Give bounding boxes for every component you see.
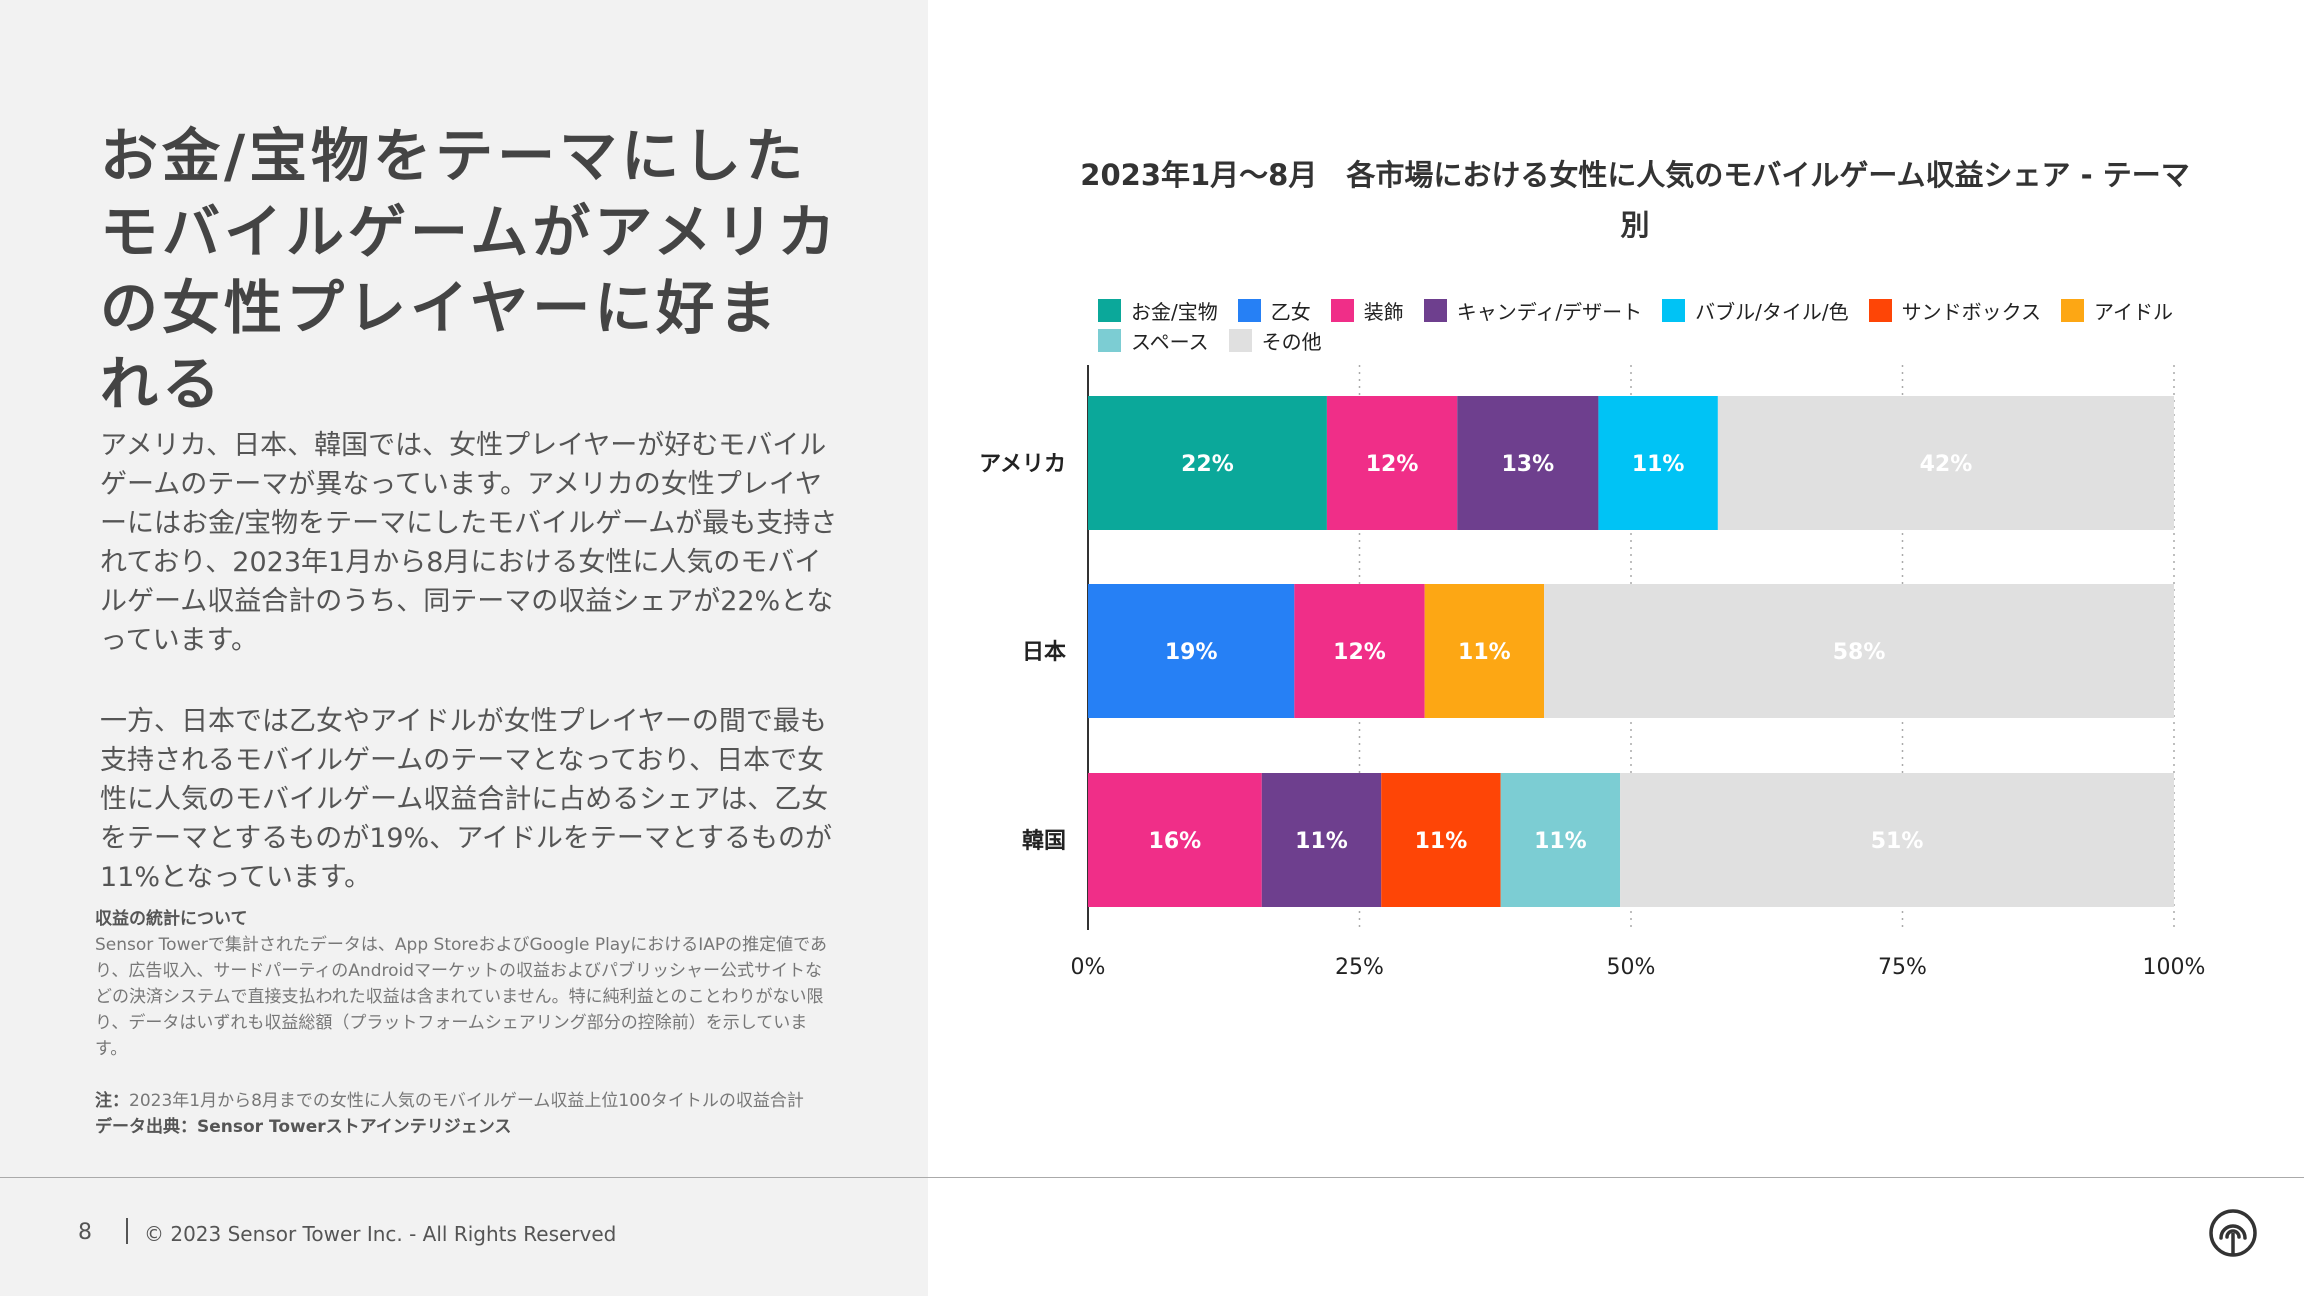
legend-swatch bbox=[1237, 298, 1261, 322]
x-tick-label: 50% bbox=[1607, 955, 1656, 980]
data-label: 58% bbox=[1833, 640, 1886, 665]
data-label: 12% bbox=[1333, 640, 1386, 665]
legend-label: その他 bbox=[1261, 329, 1322, 354]
legend-label: サンドボックス bbox=[1901, 299, 2041, 324]
note-text: 2023年1月から8月までの女性に人気のモバイルゲーム収益上位100タイトルの収… bbox=[129, 1091, 804, 1111]
bar-segment bbox=[1381, 773, 1501, 907]
notes-text: Sensor Towerで集計されたデータは、App StoreおよびGoogl… bbox=[95, 935, 827, 1059]
bar-segment bbox=[1500, 773, 1621, 907]
data-label: 13% bbox=[1501, 452, 1554, 477]
legend-label: 乙女 bbox=[1270, 299, 1311, 324]
data-label: 11% bbox=[1534, 829, 1587, 854]
page-headline: お金/宝物をテーマにしたモバイルゲームがアメリカの女性プレイヤーに好まれる bbox=[100, 122, 840, 418]
body-paragraph-2: 一方、日本では乙女やアイドルが女性プレイヤーの間で最も支持されるモバイルゲームの… bbox=[100, 706, 833, 893]
data-label: 11% bbox=[1415, 829, 1468, 854]
legend-item: スペース bbox=[1098, 328, 1209, 354]
legend-label: キャンディ/デザート bbox=[1456, 299, 1643, 324]
legend-item: アイドル bbox=[2060, 298, 2173, 324]
chart-title: 2023年1月〜8月 各市場における女性に人気のモバイルゲーム収益シェア - テ… bbox=[1080, 158, 2190, 242]
x-tick-label: 0% bbox=[1071, 955, 1106, 980]
data-label: 11% bbox=[1295, 829, 1348, 854]
data-label: 22% bbox=[1181, 452, 1234, 477]
bar-segment bbox=[1717, 396, 2174, 530]
notes-heading: 収益の統計について bbox=[95, 909, 248, 929]
legend-swatch bbox=[1228, 328, 1252, 352]
bar-segment bbox=[1598, 396, 1718, 530]
legend-swatch bbox=[1662, 298, 1686, 322]
legend-item: サンドボックス bbox=[1868, 298, 2041, 324]
bar-segment bbox=[1424, 584, 1545, 718]
bar-segment bbox=[1620, 773, 2174, 907]
legend-item: 乙女 bbox=[1237, 298, 1311, 324]
bar-segment bbox=[1294, 584, 1425, 718]
data-source: データ出典：Sensor Towerストアインテリジェンス bbox=[95, 1117, 512, 1137]
legend-item: バブル/タイル/色 bbox=[1662, 298, 1849, 324]
legend-swatch bbox=[1098, 298, 1121, 322]
left-panel bbox=[0, 0, 928, 1296]
bar-segment bbox=[1326, 396, 1458, 530]
legend-label: アイドル bbox=[2093, 299, 2173, 324]
notes-section: 収益の統計について Sensor Towerで集計されたデータは、App Sto… bbox=[95, 906, 835, 1140]
legend-label: スペース bbox=[1131, 329, 1209, 354]
data-label: 11% bbox=[1632, 452, 1685, 477]
legend-item: お金/宝物 bbox=[1098, 298, 1218, 324]
data-label: 51% bbox=[1871, 829, 1924, 854]
data-label: 42% bbox=[1920, 452, 1973, 477]
legend-item: キャンディ/デザート bbox=[1423, 298, 1643, 324]
category-label: 韓国 bbox=[1022, 828, 1066, 854]
category-label: 日本 bbox=[1022, 640, 1066, 665]
sensor-tower-logo-icon bbox=[2209, 1209, 2257, 1257]
bar-segment bbox=[1088, 396, 1327, 530]
x-tick-label: 75% bbox=[1878, 955, 1927, 980]
legend-label: 装飾 bbox=[1363, 299, 1404, 324]
category-label: アメリカ bbox=[979, 452, 1066, 477]
data-label: 11% bbox=[1458, 640, 1511, 665]
bar-segment bbox=[1088, 584, 1295, 718]
legend-swatch bbox=[1098, 328, 1121, 352]
legend-swatch bbox=[2060, 298, 2084, 322]
legend-swatch bbox=[1423, 298, 1447, 322]
legend-swatch bbox=[1868, 298, 1892, 322]
page-number: 8 bbox=[78, 1220, 92, 1245]
data-label: 16% bbox=[1149, 829, 1202, 854]
data-label: 19% bbox=[1165, 640, 1218, 665]
body-paragraph-1: アメリカ、日本、韓国では、女性プレイヤーが好むモバイルゲームのテーマが異なってい… bbox=[100, 430, 838, 656]
legend-label: バブル/タイル/色 bbox=[1695, 299, 1849, 324]
chart-legend: お金/宝物 乙女 装飾 キャンディ/デザート バブル/タイル/色 サンドボックス アイドルス… bbox=[1098, 298, 2218, 354]
legend-item: 装飾 bbox=[1330, 298, 1404, 324]
legend-label: お金/宝物 bbox=[1131, 299, 1218, 324]
note-label: 注： bbox=[95, 1091, 129, 1111]
bar-segment bbox=[1544, 584, 2174, 718]
copyright-text: © 2023 Sensor Tower Inc. - All Rights Re… bbox=[144, 1222, 617, 1246]
bar-segment bbox=[1088, 773, 1262, 907]
x-tick-label: 100% bbox=[2143, 955, 2206, 980]
footer-divider bbox=[0, 1177, 2304, 1178]
bar-segment bbox=[1457, 396, 1599, 530]
legend-item: その他 bbox=[1228, 328, 1322, 354]
bar-segment bbox=[1261, 773, 1382, 907]
x-tick-label: 25% bbox=[1335, 955, 1384, 980]
footer-separator bbox=[126, 1218, 128, 1244]
note-line: 注：2023年1月から8月までの女性に人気のモバイルゲーム収益上位100タイトル… bbox=[95, 1088, 835, 1114]
legend-swatch bbox=[1330, 298, 1354, 322]
data-label: 12% bbox=[1366, 452, 1419, 477]
